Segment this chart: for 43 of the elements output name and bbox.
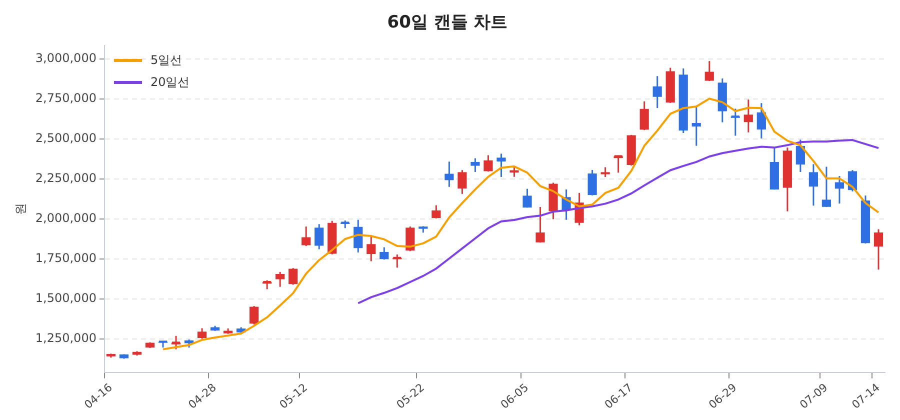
y-axis-title: 원 [13, 202, 28, 215]
candlestick [796, 138, 805, 173]
y-tick-label: 2,250,000 [35, 171, 96, 186]
candlestick [496, 152, 506, 178]
y-tick-label: 2,750,000 [35, 91, 96, 106]
y-tick-label: 2,500,000 [35, 131, 96, 146]
y-tick-label: 1,250,000 [35, 330, 96, 345]
candlestick [302, 226, 311, 247]
candlestick [808, 163, 818, 206]
y-tick-label: 2,000,000 [35, 210, 96, 225]
candlestick [822, 166, 832, 208]
candlestick [834, 175, 844, 204]
legend-label: 5일선 [150, 52, 182, 70]
candlestick [536, 206, 545, 244]
candlestick [250, 305, 259, 326]
candlestick [458, 169, 467, 195]
chart-title: 60일 캔들 차트 [387, 12, 508, 33]
candlestick [600, 166, 610, 178]
candlestick [704, 60, 714, 82]
candlestick [276, 271, 285, 288]
candlestick [652, 75, 662, 109]
candlestick [510, 166, 519, 178]
candlestick [197, 327, 207, 340]
candlestick [406, 226, 415, 252]
candlestick [756, 102, 766, 140]
legend-label: 20일선 [150, 74, 190, 92]
candlestick [874, 228, 884, 270]
candlestick [432, 204, 441, 220]
candlestick [522, 188, 532, 208]
y-tick-label: 1,750,000 [35, 250, 96, 265]
candlestick [470, 158, 480, 173]
candlestick [640, 100, 649, 131]
y-tick-label: 1,500,000 [35, 290, 96, 305]
candlestick [692, 106, 701, 147]
candlestick [444, 160, 454, 188]
y-tick-label: 3,000,000 [35, 51, 96, 66]
candlestick [380, 246, 389, 260]
candlestick [288, 267, 298, 286]
candlestick [588, 169, 597, 196]
candlestick [314, 223, 324, 250]
candlestick [744, 98, 753, 134]
candlestick [484, 154, 493, 172]
candlestick [366, 236, 376, 262]
